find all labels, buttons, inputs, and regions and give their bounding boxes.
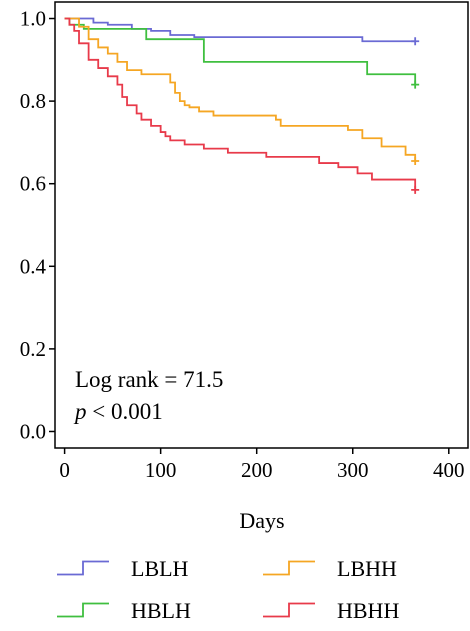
y-tick-label: 1.0 [20, 7, 46, 31]
y-axis: 0.0 0.2 0.4 0.6 0.8 1.0 [20, 7, 55, 443]
series-line-hbhh [64, 17, 417, 190]
legend-label-lblh: LBLH [131, 556, 189, 581]
annotation-p-value: p < 0.001 [73, 399, 163, 424]
censor-mark-lblh [411, 37, 420, 46]
x-axis-label: Days [239, 508, 284, 533]
legend-swatch-lbhh [263, 560, 315, 576]
x-tick-label: 200 [241, 458, 273, 482]
plot-area-frame [54, 1, 469, 449]
y-tick-label: 0.8 [20, 89, 46, 113]
censor-mark-hblh [411, 80, 420, 89]
x-tick-label: 400 [433, 458, 465, 482]
legend: LBLH LBHH HBLH HBHH [57, 556, 399, 623]
p-symbol: p [73, 399, 87, 424]
annotation-log-rank: Log rank = 71.5 [75, 367, 223, 392]
x-tick-label: 0 [59, 458, 70, 482]
censor-mark-lbhh [411, 156, 420, 165]
series-lines [64, 17, 420, 194]
y-tick-label: 0.0 [20, 419, 46, 443]
x-tick-label: 100 [145, 458, 177, 482]
legend-swatch-hbhh [263, 602, 315, 618]
legend-label-hblh: HBLH [131, 598, 191, 623]
x-tick-label: 300 [337, 458, 369, 482]
legend-swatch-hblh [57, 602, 109, 618]
series-line-lblh [64, 17, 416, 43]
series-line-hblh [64, 17, 417, 85]
series-line-lbhh [64, 17, 417, 161]
legend-swatch-lblh [57, 560, 109, 576]
p-value-text: < 0.001 [87, 399, 163, 424]
x-axis: 0 100 200 300 400 [59, 448, 465, 482]
legend-label-lbhh: LBHH [337, 556, 397, 581]
y-tick-label: 0.6 [20, 172, 46, 196]
legend-label-hbhh: HBHH [337, 598, 399, 623]
censor-mark-hbhh [411, 185, 420, 194]
y-tick-label: 0.2 [20, 337, 46, 361]
y-tick-label: 0.4 [20, 254, 47, 278]
